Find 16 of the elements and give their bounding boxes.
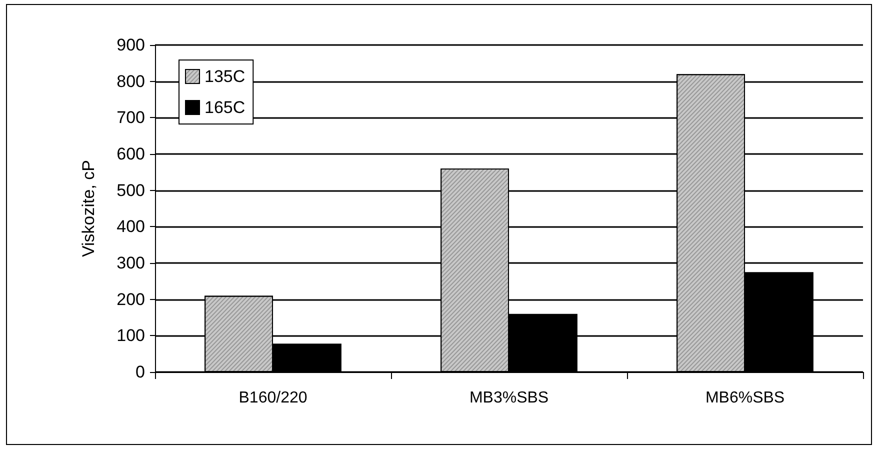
y-tick-label: 400 — [116, 217, 145, 236]
x-tick-label: MB3%SBS — [469, 390, 549, 406]
legend-label: 165C — [204, 98, 246, 117]
y-axis-title: Viskozite, cP — [79, 160, 98, 258]
y-tick-label: 0 — [136, 362, 145, 382]
legend-label: 135C — [204, 67, 246, 86]
x-tick-label: MB6%SBS — [705, 390, 785, 406]
y-tick-label: 800 — [116, 72, 145, 91]
y-tick-label: 900 — [116, 36, 145, 54]
x-tick-label: B160/220 — [238, 390, 308, 406]
y-tick-label: 100 — [116, 326, 145, 346]
y-tick-label: 200 — [116, 290, 145, 309]
y-tick-label: 700 — [116, 108, 145, 128]
y-tick-label: 600 — [116, 144, 145, 164]
y-tick-label: 300 — [116, 254, 145, 272]
y-tick-label: 500 — [116, 180, 145, 200]
